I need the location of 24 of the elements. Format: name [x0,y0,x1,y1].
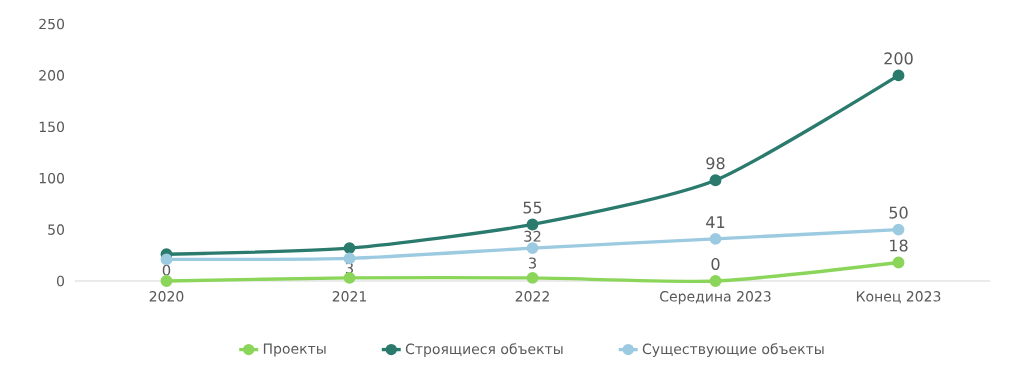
legend-label: Проекты [263,343,326,357]
data-label: 200 [884,52,913,65]
legend-label: Строящиеся объекты [405,343,563,357]
data-label: 98 [706,157,725,170]
data-label: 55 [523,201,542,214]
legend-label: Существующие объекты [642,343,824,357]
y-tick-label: 250 [39,18,65,30]
y-tick-label: 0 [56,275,65,287]
y-tick-label: 100 [39,172,65,184]
x-tick-label: 2020 [149,291,184,302]
data-label: 0 [162,264,171,276]
data-label: 32 [524,230,541,242]
x-tick-label: Конец 2023 [856,291,941,304]
y-tick-label: 150 [39,121,65,133]
y-tick-label: 50 [48,224,65,235]
data-label: 3 [528,257,536,269]
x-tick-label: 2021 [332,291,367,302]
data-label: 18 [890,239,908,252]
y-tick-label: 200 [39,70,65,81]
data-label: 0 [711,257,720,271]
data-label: 50 [889,206,908,219]
x-tick-label: 2022 [515,291,549,302]
data-label: 41 [706,216,725,228]
x-tick-label: Середина 2023 [660,291,771,305]
